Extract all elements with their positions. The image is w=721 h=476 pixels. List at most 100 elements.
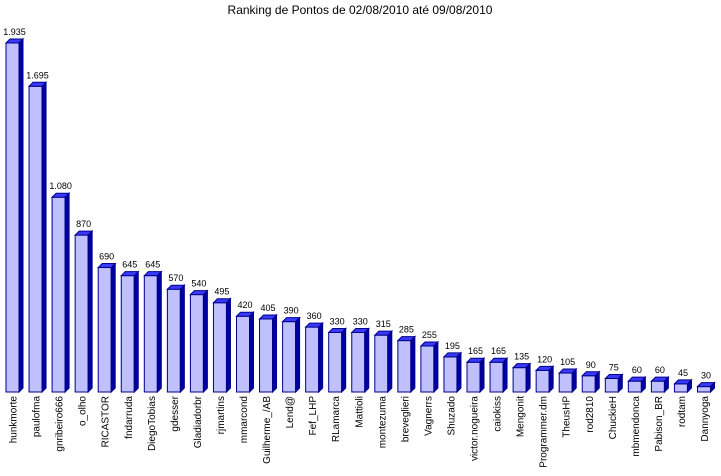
bar-20 (465, 357, 486, 394)
bar-face (259, 318, 274, 393)
bar-10 (235, 311, 255, 394)
value-label: 570 (168, 273, 183, 283)
bar-18 (419, 340, 440, 394)
value-label: 315 (376, 319, 391, 329)
value-label: 330 (330, 316, 345, 326)
bar-side (225, 297, 231, 394)
category-label: hunkmorte (9, 396, 20, 444)
bar-face (673, 383, 688, 393)
bar-side (18, 37, 24, 394)
bar-1 (27, 81, 48, 394)
bar-11 (258, 313, 278, 394)
bar-4 (96, 262, 117, 394)
bar-side (456, 351, 462, 394)
bar-face (120, 275, 135, 393)
category-label: ChuckieH (608, 396, 619, 439)
bar-side (133, 270, 139, 394)
bar-face (581, 375, 596, 393)
bar-23 (534, 365, 555, 394)
bar-side (318, 321, 324, 394)
bar-12 (281, 316, 301, 394)
bar-face (236, 315, 250, 393)
bar-face (627, 380, 642, 393)
bar-3 (73, 229, 94, 394)
value-label: 540 (191, 279, 206, 289)
bar-face (328, 331, 343, 393)
category-label: Vagnerrs (423, 396, 434, 436)
value-labels-layer: 1.935 1.695 1.080 870 690 645 645 570 540 495 420 4… (3, 27, 711, 381)
bar-face (374, 334, 389, 393)
bar-face (305, 326, 320, 393)
value-label: 75 (609, 362, 619, 372)
bar-8 (189, 289, 209, 394)
bar-face (97, 267, 112, 393)
bar-face (443, 356, 458, 393)
bar-side (433, 340, 439, 394)
bar-21 (488, 357, 509, 394)
bar-face (5, 42, 20, 393)
bar-side (156, 270, 162, 394)
bar-0 (4, 37, 25, 394)
category-label: o_olho (78, 396, 89, 426)
bar-face (650, 380, 665, 393)
bar-face (558, 372, 573, 393)
value-label: 390 (284, 306, 299, 316)
bar-side (686, 378, 692, 394)
chart-title: Ranking de Pontos de 02/08/2010 até 09/0… (228, 3, 493, 17)
category-label: mmarcond (239, 396, 250, 443)
bar-face (420, 345, 435, 393)
value-label: 690 (99, 252, 114, 262)
value-label: 645 (145, 260, 160, 270)
value-label: 120 (537, 354, 552, 364)
category-label: gnribeiro666 (55, 396, 66, 452)
bar-side (272, 313, 278, 394)
bar-side (502, 357, 508, 394)
value-label: 105 (560, 357, 575, 367)
category-label: fndarruda (124, 396, 135, 439)
bar-face (512, 367, 527, 393)
category-label: mbmendonca (631, 396, 642, 457)
value-label: 1.935 (3, 27, 26, 37)
bar-side (341, 327, 347, 394)
bar-5 (120, 270, 140, 394)
bar-side (110, 262, 116, 394)
value-label: 60 (655, 365, 665, 375)
bar-face (282, 321, 297, 393)
bar-25 (581, 370, 601, 394)
bar-face (535, 369, 550, 393)
bar-2 (50, 192, 71, 394)
value-label: 870 (76, 219, 91, 229)
bar-side (179, 283, 185, 394)
bar-face (74, 234, 89, 393)
bar-face (166, 288, 181, 393)
bar-face (143, 275, 158, 393)
bar-side (594, 370, 600, 394)
value-label: 165 (468, 346, 483, 356)
value-label: 30 (701, 371, 711, 381)
value-label: 405 (261, 303, 276, 313)
value-label: 45 (678, 368, 688, 378)
category-label: victor.nogueira (470, 396, 481, 461)
bar-face (189, 294, 204, 393)
bar-side (479, 357, 485, 394)
bar-16 (373, 329, 394, 394)
bar-face (397, 340, 412, 393)
bar-28 (650, 375, 670, 394)
bar-side (663, 375, 669, 394)
bar-side (249, 311, 254, 394)
bar-26 (604, 373, 624, 394)
bar-side (640, 375, 646, 394)
category-label: Mattioli (354, 396, 365, 428)
value-label: 165 (491, 346, 506, 356)
category-label: paulofma (32, 396, 43, 438)
bar-15 (350, 327, 370, 394)
bar-14 (327, 327, 347, 394)
category-label: Shuzado (446, 396, 457, 436)
bar-side (548, 365, 554, 394)
category-labels-layer: hunkmorte paulofma gnribeiro666 o_olho RICAS… (9, 395, 712, 467)
category-label: RLamarca (331, 396, 342, 443)
bar-27 (627, 375, 647, 394)
bar-19 (442, 351, 463, 394)
value-label: 195 (445, 341, 460, 351)
category-label: Dannyoga (700, 396, 711, 442)
